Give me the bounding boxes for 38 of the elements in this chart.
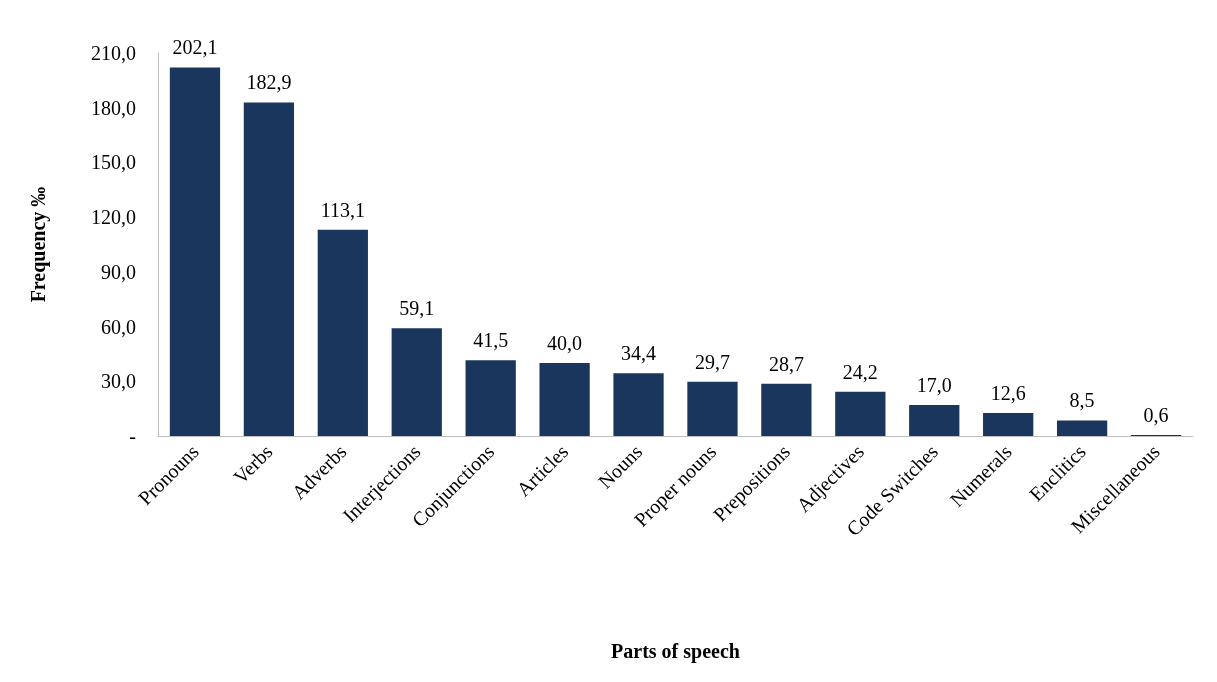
bar: [465, 360, 516, 436]
bar: [317, 229, 368, 436]
y-tick-label: -: [129, 425, 136, 447]
y-tick-label: 30,0: [101, 370, 136, 393]
y-tick-label: 210,0: [91, 42, 136, 64]
data-label: 12,6: [990, 382, 1026, 405]
data-label: 28,7: [768, 352, 804, 375]
bar: [539, 363, 590, 436]
bar: [169, 67, 221, 436]
y-tick-label: 120,0: [91, 206, 136, 229]
y-tick-label: 60,0: [101, 315, 136, 338]
y-tick-label: 180,0: [91, 96, 136, 119]
data-label: 113,1: [320, 198, 365, 221]
bar: [835, 391, 886, 436]
data-label: 0,6: [1143, 403, 1169, 426]
bar: [391, 328, 442, 436]
y-axis-title: Frequency ‰: [27, 186, 50, 303]
bar: [613, 373, 664, 436]
bar: [243, 102, 295, 436]
y-tick-label: 150,0: [91, 151, 136, 174]
data-label: 59,1: [399, 297, 435, 320]
data-label: 29,7: [694, 350, 730, 373]
bar: [687, 381, 738, 436]
data-label: 182,9: [246, 71, 292, 94]
bar: [1056, 420, 1108, 436]
data-label: 24,2: [842, 360, 878, 383]
data-label: 41,5: [473, 329, 509, 352]
data-label: 40,0: [547, 332, 583, 355]
bar: [983, 413, 1034, 436]
data-label: 8,5: [1069, 389, 1095, 412]
x-tick-label: Verbs: [228, 440, 277, 488]
y-tick-label: 90,0: [101, 260, 136, 283]
data-label: 34,4: [621, 342, 657, 365]
x-axis-title: Parts of speech: [611, 640, 740, 663]
data-label: 17,0: [916, 374, 952, 396]
data-label: 202,1: [172, 36, 218, 59]
bar: [909, 405, 960, 436]
bar: [761, 383, 812, 436]
